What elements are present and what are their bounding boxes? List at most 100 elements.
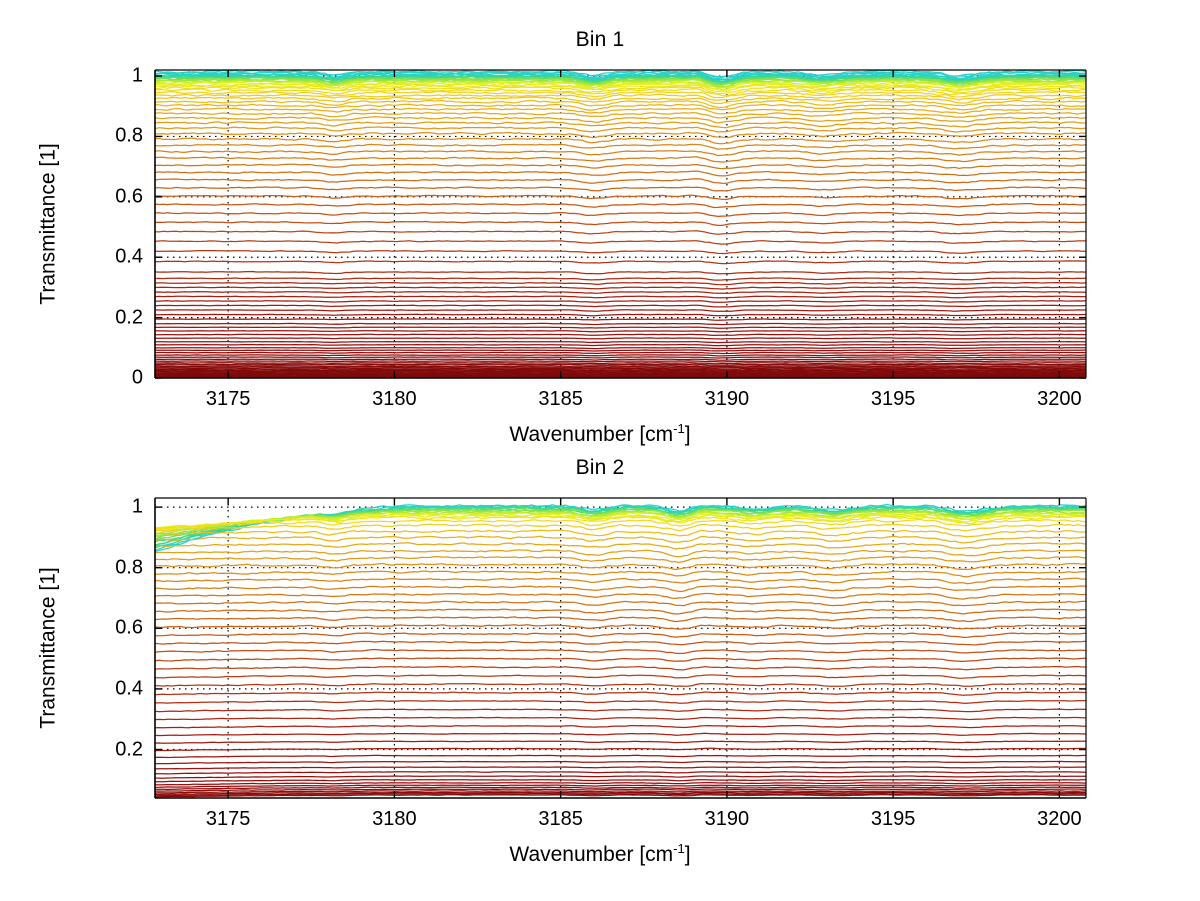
spectrum-trace (155, 760, 1086, 765)
spectrum-trace (155, 230, 1086, 235)
spectrum-trace (155, 371, 1086, 374)
xtick-label: 3190 (704, 388, 750, 410)
xtick-label: 3200 (1037, 388, 1082, 410)
spectrum-trace (155, 121, 1086, 129)
spectrum-trace (155, 367, 1086, 370)
spectrum-trace (155, 648, 1086, 655)
spectrum-trace (155, 523, 1086, 532)
spectrum-trace (155, 343, 1086, 347)
spectrum-trace (155, 333, 1086, 337)
xtick-label: 3185 (538, 388, 583, 410)
x-axis-label-exponent: -1 (673, 421, 685, 436)
spectrum-trace (155, 281, 1086, 286)
spectrum-trace (155, 632, 1086, 639)
spectrum-trace (155, 300, 1086, 303)
spectrum-trace (155, 784, 1086, 789)
ytick-label: 0 (131, 366, 143, 389)
xtick-label: 3180 (372, 808, 417, 830)
spectrum-trace (155, 362, 1086, 365)
spectrum-trace (155, 747, 1086, 752)
plot-canvas-bin-2 (154, 497, 1087, 799)
plot-panel-bin-2: Bin 2 3175 3180 3185 3190 3195 3200 0.2 0.4 0.6 0… (0, 448, 1200, 901)
spectrum-trace (155, 354, 1086, 357)
spectrum-trace (155, 549, 1086, 558)
spectrum-trace (155, 295, 1086, 299)
spectrum-trace (155, 708, 1086, 713)
spectrum-trace (155, 779, 1086, 783)
xtick-label: 3185 (538, 808, 583, 830)
ytick-label: 0.6 (115, 616, 143, 639)
spectrum-trace (155, 600, 1086, 607)
spectrum-trace (155, 170, 1086, 177)
spectrum-trace (155, 592, 1086, 600)
spectrum-trace (155, 791, 1086, 796)
x-axis-label: Wavenumber [cm-1] (0, 421, 1200, 447)
spectrum-trace (155, 131, 1086, 139)
plot-canvas-bin-1 (154, 69, 1087, 379)
spectrum-trace (155, 270, 1086, 275)
spectrum-trace (155, 570, 1086, 578)
spectrum-trace (155, 111, 1086, 119)
spectrum-trace (155, 329, 1086, 333)
spectrum-trace (155, 178, 1086, 185)
spectrum-trace (155, 657, 1086, 663)
spectrum-trace (155, 349, 1086, 352)
spectrum-trace (155, 360, 1086, 363)
spectrum-trace (155, 732, 1086, 737)
xtick-label: 3175 (205, 388, 251, 410)
spectrum-trace (155, 337, 1086, 340)
spectrum-trace (155, 277, 1086, 281)
spectrum-trace (155, 103, 1086, 111)
spectrum-trace (155, 788, 1086, 792)
y-axis-label: Transmittance [1] (36, 143, 60, 305)
spectrum-trace (155, 724, 1086, 729)
x-axis-label: Wavenumber [cm-1] (0, 842, 1200, 867)
ytick-label: 0.2 (115, 738, 143, 760)
spectrum-trace (155, 220, 1086, 227)
x-axis-label-text: Wavenumber [cm (509, 423, 674, 446)
spectrum-trace (155, 766, 1086, 770)
spectrum-trace (155, 143, 1086, 150)
spectrum-trace (155, 186, 1086, 192)
y-axis-label: Transmittance [1] (36, 567, 60, 729)
x-axis-label-bracket: ] (684, 843, 691, 866)
spectrum-trace (155, 309, 1086, 312)
spectrum-trace (155, 792, 1086, 797)
spectrum-trace (155, 716, 1086, 721)
spectrum-trace (155, 365, 1086, 368)
spectrum-trace (155, 790, 1086, 794)
spectrum-trace (155, 754, 1086, 759)
spectrum-trace (155, 84, 1086, 93)
spectrum-trace (155, 72, 1086, 81)
spectrum-trace (155, 363, 1086, 366)
spectrum-trace (155, 511, 1086, 534)
spectrum-trace (155, 340, 1086, 344)
spectrum-trace (155, 87, 1086, 97)
spectrum-trace (155, 624, 1086, 630)
ytick-label: 0.4 (115, 677, 143, 700)
spectrum-trace (155, 137, 1086, 145)
spectrum-trace (155, 699, 1086, 704)
spectrum-trace (155, 535, 1086, 544)
spectrum-trace (155, 126, 1086, 133)
spectrum-trace (155, 75, 1086, 85)
ytick-label: 1 (131, 495, 143, 518)
spectrum-trace (155, 682, 1086, 687)
spectrum-trace (155, 786, 1086, 791)
spectrum-trace (155, 356, 1086, 359)
panel-title-bin-1: Bin 1 (575, 28, 625, 51)
spectrum-trace (155, 515, 1086, 529)
spectrum-trace (155, 286, 1086, 290)
spectrum-trace (155, 249, 1086, 255)
plot-background (155, 498, 1086, 798)
spectrum-trace (155, 326, 1086, 329)
spectrum-trace (155, 70, 1086, 79)
spectra-traces (155, 503, 1086, 798)
spectrum-trace (155, 322, 1086, 326)
spectrum-trace (155, 304, 1086, 308)
spectrum-trace (155, 740, 1086, 744)
spectrum-trace (155, 577, 1086, 585)
spectrum-trace (155, 366, 1086, 369)
panel-title-bin-2: Bin 2 (575, 456, 625, 479)
